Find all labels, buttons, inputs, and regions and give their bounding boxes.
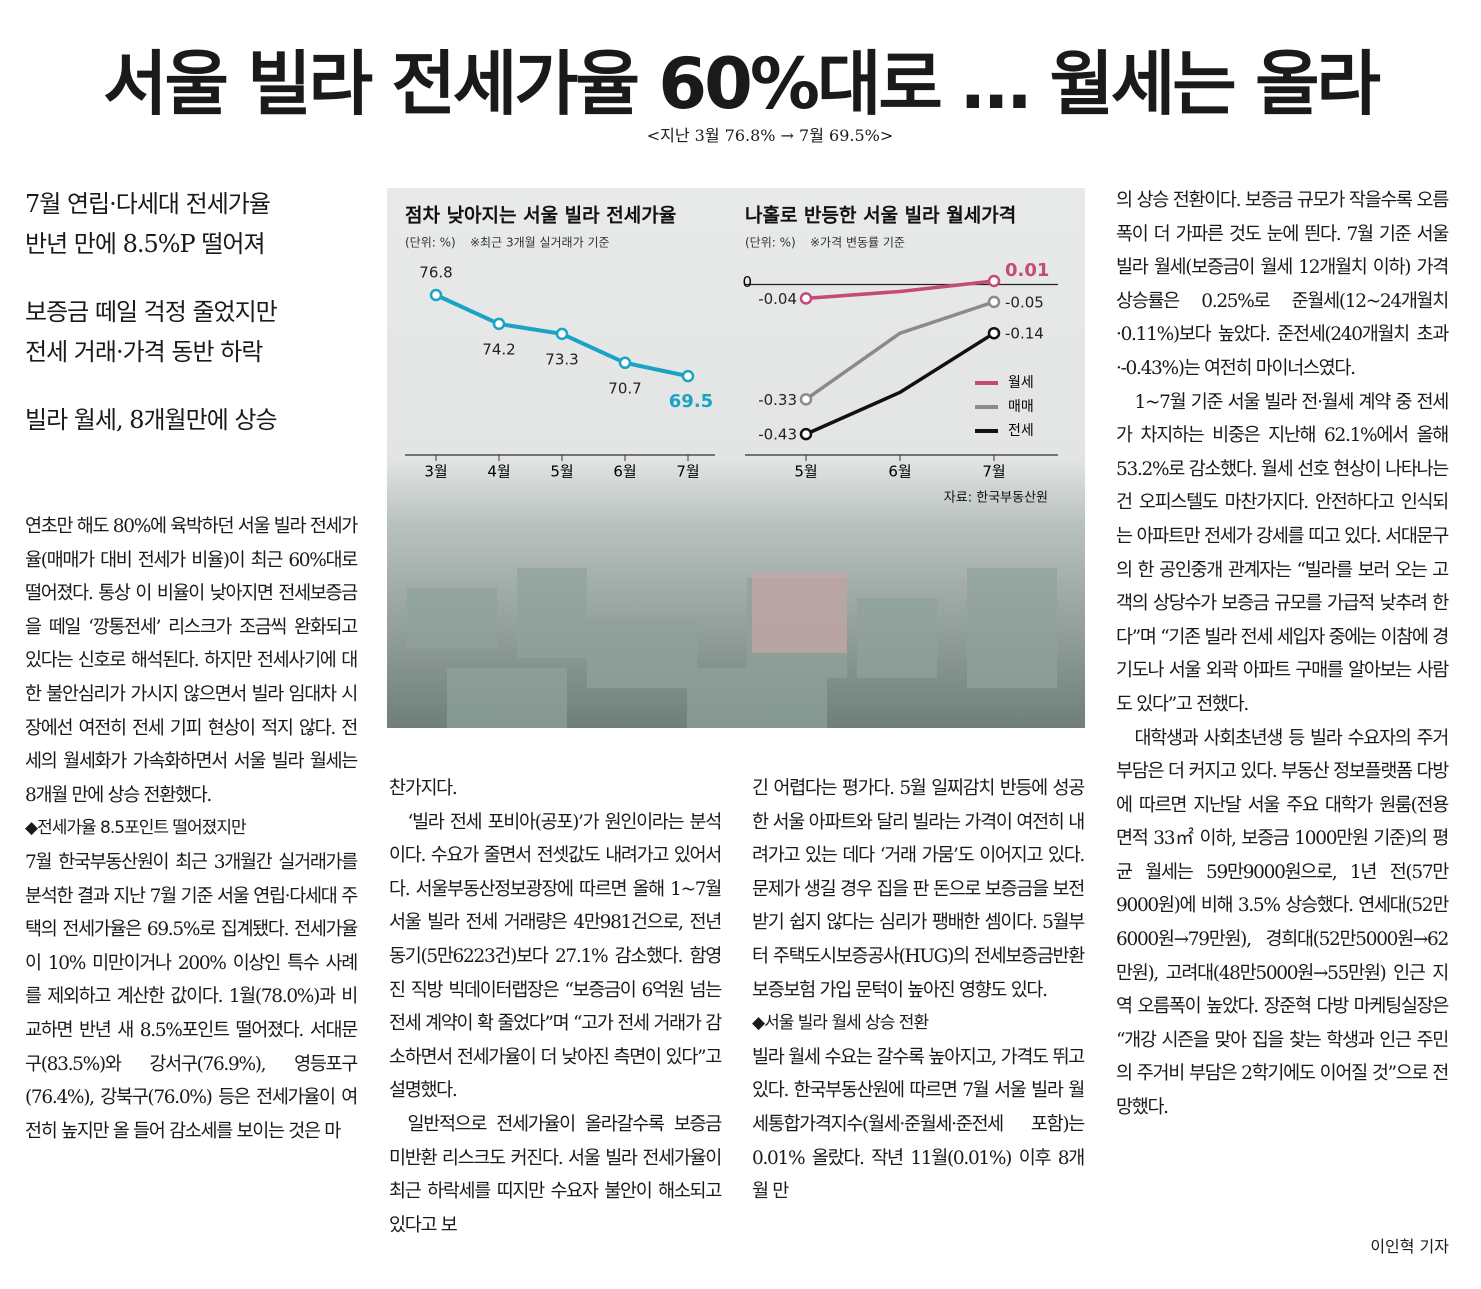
legend-label: 매매 xyxy=(1008,399,1034,415)
source: 자료: 한국부동산원 xyxy=(944,491,1048,506)
point xyxy=(987,295,1001,309)
chart-title: 점차 낮아지는 서울 빌라 전세가율 xyxy=(405,205,676,227)
point xyxy=(492,317,506,331)
column: 의 상승 전환이다. 보증금 규모가 작을수록 오름폭이 더 가파른 것도 눈에… xyxy=(1116,184,1449,1125)
y-tick-label: 0 xyxy=(742,273,752,291)
x-tick-label: 3월 xyxy=(424,463,447,481)
chart-note: ※가격 변동률 기준 xyxy=(810,236,905,250)
paragraph: 1~7월 기준 서울 빌라 전·월세 계약 중 전세가 차지하는 비중은 지난해… xyxy=(1116,391,1449,715)
column: 연초만 해도 80%에 육박하던 서울 빌라 전세가율(매매가 대비 전세가 비… xyxy=(25,510,358,1148)
chart-unit: (단위: %) xyxy=(405,236,456,250)
value-label: 69.5 xyxy=(669,391,713,412)
value-label: -0.05 xyxy=(1005,293,1044,311)
line xyxy=(805,279,995,301)
subheading: ◆서울 빌라 월세 상승 전환 xyxy=(752,1013,929,1034)
x-tick-label: 6월 xyxy=(613,463,636,481)
value-label: 0.01 xyxy=(1005,260,1049,281)
column: 긴 어렵다는 평가다. 5월 일찌감치 반등에 성공한 서울 아파트와 달리 빌… xyxy=(752,772,1085,1209)
point xyxy=(681,369,695,383)
paragraph: 빌라 월세 수요는 갈수록 높아지고, 가격도 뛰고 있다. 한국부동산원에 따… xyxy=(752,1046,1085,1203)
value-label: 70.7 xyxy=(608,379,641,397)
paragraph: 대학생과 사회초년생 등 빌라 수요자의 주거 부담은 더 커지고 있다. 부동… xyxy=(1116,727,1449,1119)
headline: 서울 빌라 전세가율 60%대로 … 월세는 올라 xyxy=(103,43,1381,125)
column: 찬가지다. ‘빌라 전세 포비아(공포)’가 원인이라는 분석이다. 수요가 줄… xyxy=(389,772,722,1242)
legend-label: 월세 xyxy=(1008,375,1034,391)
subhead: <지난 3월 76.8% → 7월 69.5%> xyxy=(646,126,894,145)
paragraph: 연초만 해도 80%에 육박하던 서울 빌라 전세가율(매매가 대비 전세가 비… xyxy=(25,516,358,806)
subheading: ◆전세가율 8.5포인트 떨어졌지만 xyxy=(25,818,247,839)
chart-note: ※최근 3개월 실거래가 기준 xyxy=(470,236,610,250)
x-tick-label: 5월 xyxy=(794,463,817,481)
point xyxy=(987,274,1001,288)
summary: 빌라 월세, 8개월만에 상승 xyxy=(25,400,278,440)
chart-unit: (단위: %) xyxy=(745,236,796,250)
point xyxy=(555,327,569,341)
value-label: 73.3 xyxy=(545,350,578,368)
point xyxy=(429,288,443,302)
summary-line: 전세 거래·가격 동반 하락 xyxy=(25,338,263,366)
paragraph: 일반적으로 전세가율이 올라갈수록 보증금 미반환 리스크도 커진다. 서울 빌… xyxy=(389,1113,722,1236)
paragraph: ‘빌라 전세 포비아(공포)’가 원인이라는 분석이다. 수요가 줄면서 전셋값… xyxy=(389,811,722,1102)
x-tick-label: 7월 xyxy=(676,463,699,481)
value-label: -0.04 xyxy=(758,290,797,308)
paragraph: 찬가지다. xyxy=(389,778,458,799)
summary-line: 빌라 월세, 8개월만에 상승 xyxy=(25,406,278,434)
point xyxy=(987,326,1001,340)
value-label: -0.14 xyxy=(1005,325,1044,343)
line xyxy=(804,300,995,401)
value-label: -0.33 xyxy=(758,391,797,409)
summary-line: 반년 만에 8.5%P 떨어져 xyxy=(25,230,266,258)
value-label: 74.2 xyxy=(482,340,515,358)
line xyxy=(805,331,995,436)
x-tick-label: 6월 xyxy=(888,463,911,481)
legend-label: 전세 xyxy=(1008,423,1034,439)
paragraph: 의 상승 전환이다. 보증금 규모가 작을수록 오름폭이 더 가파른 것도 눈에… xyxy=(1116,190,1449,379)
summary-line: 7월 연립·다세대 전세가율 xyxy=(25,190,271,218)
point xyxy=(618,356,632,370)
paragraph: 긴 어렵다는 평가다. 5월 일찌감치 반등에 성공한 서울 아파트와 달리 빌… xyxy=(752,778,1085,1001)
value-label: -0.43 xyxy=(758,426,797,444)
byline: 이인혁 기자 xyxy=(1370,1237,1449,1256)
photo-building xyxy=(752,573,847,653)
point xyxy=(799,393,813,406)
point xyxy=(799,292,813,305)
point xyxy=(799,427,813,441)
x-tick-label: 7월 xyxy=(982,463,1005,481)
figure: 점차 낮아지는 서울 빌라 전세가율 (단위: %) ※최근 3개월 실거래가 기준… xyxy=(387,188,1085,728)
chart-title: 나홀로 반등한 서울 빌라 월세가격 xyxy=(745,204,1016,227)
value-label: 76.8 xyxy=(419,264,452,282)
x-tick-label: 5월 xyxy=(550,463,573,481)
summary-line: 보증금 떼일 걱정 줄었지만 xyxy=(25,298,278,326)
x-tick-label: 4월 xyxy=(487,463,510,481)
paragraph: 7월 한국부동산원이 최근 3개월간 실거래가를 분석한 결과 지난 7월 기준… xyxy=(25,851,358,1142)
